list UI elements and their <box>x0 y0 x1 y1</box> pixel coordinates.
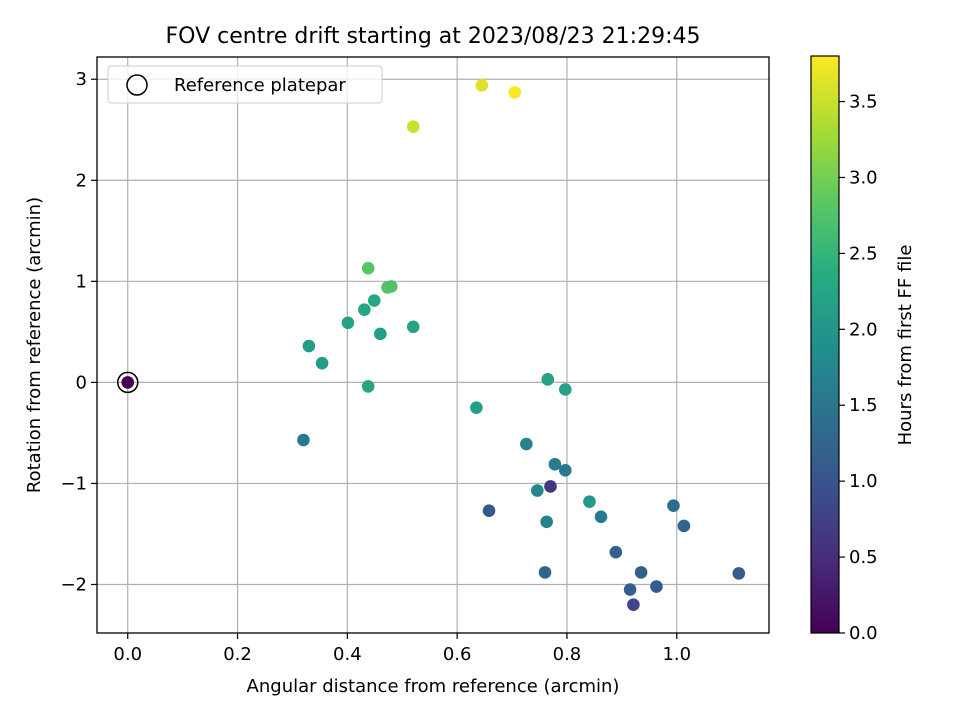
data-point <box>594 510 608 524</box>
colorbar-tick-label: 3.0 <box>849 167 878 188</box>
data-point <box>315 356 329 370</box>
data-point <box>367 294 381 307</box>
data-point <box>623 583 637 596</box>
data-point <box>358 303 371 316</box>
y-tick-label: −1 <box>60 473 87 494</box>
data-point <box>406 120 420 134</box>
data-point <box>406 320 420 334</box>
plot-area-frame <box>96 56 770 634</box>
data-point <box>544 480 557 493</box>
y-tick-label: 1 <box>76 271 87 292</box>
reference-point-fill <box>121 376 135 389</box>
chart-title: FOV centre drift starting at 2023/08/23 … <box>166 24 701 49</box>
y-axis-label: Rotation from reference (arcmin) <box>24 197 45 493</box>
data-point <box>677 519 691 533</box>
y-tick-label: 0 <box>76 372 87 393</box>
data-point <box>583 495 596 508</box>
data-point <box>470 401 483 414</box>
data-point <box>361 380 375 393</box>
data-point <box>548 457 562 471</box>
data-point <box>384 280 398 293</box>
y-tick-label: 3 <box>76 69 87 90</box>
reference-point-marker <box>116 371 139 394</box>
x-tick-label: 0.0 <box>113 644 142 665</box>
data-point <box>341 316 355 330</box>
data-point <box>634 566 648 579</box>
x-tick-label: 0.2 <box>223 644 252 665</box>
colorbar-tick-label: 2.0 <box>849 319 878 340</box>
data-point <box>540 515 553 529</box>
x-axis-ticks: 0.0 0.2 0.4 0.6 0.8 1.0 <box>113 633 691 665</box>
data-point <box>475 78 489 92</box>
legend: Reference platepar <box>107 65 383 104</box>
colorbar-label: Hours from first FF file <box>895 245 916 446</box>
legend-entry-label: Reference platepar <box>174 75 346 96</box>
data-point <box>302 339 316 353</box>
data-point <box>650 580 663 593</box>
x-tick-label: 0.8 <box>553 644 582 665</box>
y-axis-ticks: −2 −1 0 1 2 3 <box>60 69 97 595</box>
x-axis-label: Angular distance from reference (arcmin) <box>247 676 620 697</box>
data-point <box>609 545 623 559</box>
data-point <box>531 484 544 497</box>
data-point <box>732 567 746 580</box>
colorbar-tick-label: 3.5 <box>849 92 878 113</box>
colorbar-ticks: 0.0 0.5 1.0 1.5 2.0 2.5 3.0 3.5 <box>839 92 878 644</box>
colorbar-tick-label: 1.5 <box>849 395 878 416</box>
data-point <box>559 464 572 477</box>
data-point <box>482 504 496 518</box>
data-point <box>667 499 680 512</box>
data-point <box>538 566 552 579</box>
grid <box>97 57 769 633</box>
colorbar-tick-label: 1.0 <box>849 471 878 492</box>
y-tick-label: −2 <box>60 574 87 595</box>
colorbar: 0.0 0.5 1.0 1.5 2.0 2.5 3.0 3.5 Hours from firs… <box>810 55 916 644</box>
data-point <box>541 373 555 386</box>
colorbar-gradient <box>810 55 840 634</box>
data-points <box>116 78 746 612</box>
legend-box <box>107 65 383 104</box>
y-tick-label: 2 <box>76 170 87 191</box>
data-point <box>508 86 522 99</box>
x-tick-label: 0.4 <box>333 644 362 665</box>
data-point <box>297 433 310 447</box>
x-tick-label: 1.0 <box>662 644 691 665</box>
data-point <box>559 383 572 396</box>
legend-marker-open-circle <box>126 74 148 96</box>
colorbar-tick-label: 0.5 <box>849 547 878 568</box>
data-point <box>373 327 387 341</box>
x-tick-label: 0.6 <box>443 644 472 665</box>
data-point <box>627 598 640 612</box>
data-point <box>361 261 375 275</box>
colorbar-tick-label: 0.0 <box>849 623 878 644</box>
data-point <box>520 437 533 451</box>
colorbar-tick-label: 2.5 <box>849 243 878 264</box>
